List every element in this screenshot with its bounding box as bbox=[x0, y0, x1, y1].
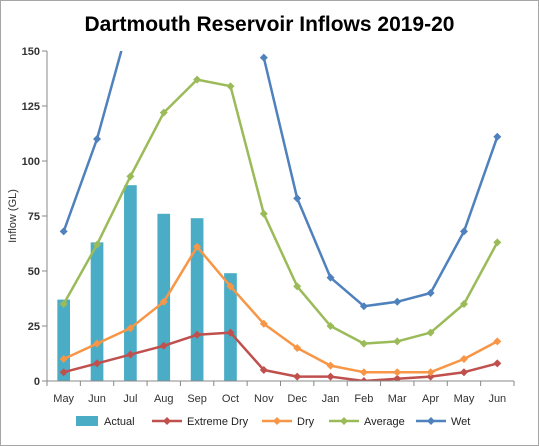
x-tick-label: Dec bbox=[287, 393, 307, 405]
point-average bbox=[426, 328, 435, 337]
y-tick-label: 125 bbox=[22, 101, 40, 113]
x-tick-label: Feb bbox=[354, 393, 373, 405]
x-tick-label: Aug bbox=[154, 393, 174, 405]
point-dry bbox=[359, 368, 368, 377]
legend-label-extreme-dry: Extreme Dry bbox=[187, 416, 249, 428]
x-tick-label: Nov bbox=[254, 393, 274, 405]
point-average bbox=[293, 282, 302, 291]
x-tick-label: May bbox=[53, 393, 74, 405]
point-wet bbox=[459, 227, 468, 236]
point-average bbox=[459, 300, 468, 308]
point-extreme-dry bbox=[493, 359, 502, 368]
point-extreme-dry bbox=[293, 372, 302, 381]
legend-marker-extreme-dry bbox=[163, 417, 171, 425]
point-average bbox=[393, 337, 402, 346]
legend-label-actual: Actual bbox=[104, 416, 135, 428]
x-tick-label: May bbox=[454, 393, 475, 405]
point-dry bbox=[259, 319, 268, 328]
point-wet bbox=[426, 289, 435, 297]
point-dry bbox=[426, 368, 435, 377]
legend-label-average: Average bbox=[364, 416, 405, 428]
x-tick-label: Apr bbox=[422, 393, 439, 405]
point-average bbox=[326, 322, 335, 330]
point-wet bbox=[326, 273, 335, 282]
point-extreme-dry bbox=[126, 350, 135, 359]
point-wet bbox=[393, 297, 402, 306]
bars-layer bbox=[57, 185, 237, 381]
point-wet bbox=[293, 194, 302, 203]
x-tick-label: Jan bbox=[322, 393, 340, 405]
point-extreme-dry bbox=[326, 372, 335, 381]
point-extreme-dry bbox=[226, 328, 235, 337]
point-extreme-dry bbox=[159, 341, 168, 350]
x-tick-label: Sep bbox=[187, 393, 207, 405]
x-tick-label: Mar bbox=[388, 393, 407, 405]
legend-label-dry: Dry bbox=[297, 416, 315, 428]
point-dry bbox=[59, 355, 68, 363]
point-extreme-dry bbox=[93, 359, 102, 368]
point-extreme-dry bbox=[359, 377, 368, 381]
legend-swatch-actual bbox=[76, 416, 98, 426]
bar-actual bbox=[190, 218, 204, 381]
point-dry bbox=[159, 297, 168, 306]
point-wet bbox=[93, 135, 102, 143]
point-extreme-dry bbox=[393, 374, 402, 381]
legend-marker-dry bbox=[273, 417, 281, 425]
legend-label-wet: Wet bbox=[451, 416, 470, 428]
point-average bbox=[193, 75, 202, 84]
point-dry bbox=[459, 355, 468, 363]
lines-layer bbox=[59, 14, 502, 381]
y-axis-label: Inflow (GL) bbox=[7, 189, 19, 243]
axes-layer: 0 25 50 75 100 125 150 May Jun Jul Aug Sep Oct Nov Dec… bbox=[22, 46, 515, 405]
bar-actual bbox=[57, 299, 71, 381]
point-dry bbox=[126, 324, 135, 333]
point-wet bbox=[259, 53, 268, 62]
line-average bbox=[62, 78, 499, 345]
y-tick-label: 50 bbox=[28, 266, 40, 278]
point-average bbox=[126, 172, 135, 181]
point-average bbox=[59, 300, 68, 308]
chart-title: Dartmouth Reservoir Inflows 2019-20 bbox=[84, 13, 455, 36]
bar-actual bbox=[124, 185, 137, 381]
point-dry bbox=[393, 368, 402, 377]
y-tick-label: 75 bbox=[28, 211, 40, 223]
legend-marker-average bbox=[340, 417, 348, 425]
point-dry bbox=[293, 344, 302, 352]
point-extreme-dry bbox=[193, 330, 202, 339]
x-tick-label: Jul bbox=[123, 393, 137, 405]
point-average bbox=[93, 240, 102, 249]
y-tick-label: 100 bbox=[22, 156, 40, 168]
point-average bbox=[226, 82, 235, 91]
point-wet bbox=[126, 14, 134, 22]
point-dry bbox=[326, 361, 335, 370]
point-extreme-dry bbox=[459, 368, 468, 377]
point-average bbox=[159, 108, 168, 117]
legend-marker-wet bbox=[427, 417, 435, 425]
x-tick-label: Oct bbox=[222, 393, 239, 405]
point-wet bbox=[59, 227, 68, 236]
point-dry bbox=[226, 282, 235, 291]
line-dry bbox=[63, 245, 498, 374]
point-wet bbox=[359, 302, 368, 311]
point-extreme-dry bbox=[426, 372, 435, 381]
point-dry bbox=[93, 339, 102, 348]
line-extreme-dry bbox=[63, 331, 498, 381]
point-extreme-dry bbox=[259, 366, 268, 374]
bar-actual bbox=[157, 213, 171, 381]
x-tick-label: Jun bbox=[88, 393, 106, 405]
y-tick-label: 25 bbox=[28, 321, 40, 333]
legend-layer: Actual Extreme Dry Dry Average Wet bbox=[76, 416, 470, 428]
y-tick-label: 150 bbox=[22, 46, 40, 58]
bar-actual bbox=[224, 273, 237, 381]
point-extreme-dry bbox=[59, 368, 68, 377]
point-average bbox=[359, 339, 368, 348]
point-dry bbox=[193, 242, 202, 251]
y-tick-label: 0 bbox=[34, 376, 40, 388]
point-wet bbox=[493, 132, 502, 141]
point-dry bbox=[493, 337, 502, 346]
x-tick-label: Jun bbox=[488, 393, 506, 405]
point-average bbox=[493, 238, 502, 247]
point-average bbox=[259, 209, 268, 218]
